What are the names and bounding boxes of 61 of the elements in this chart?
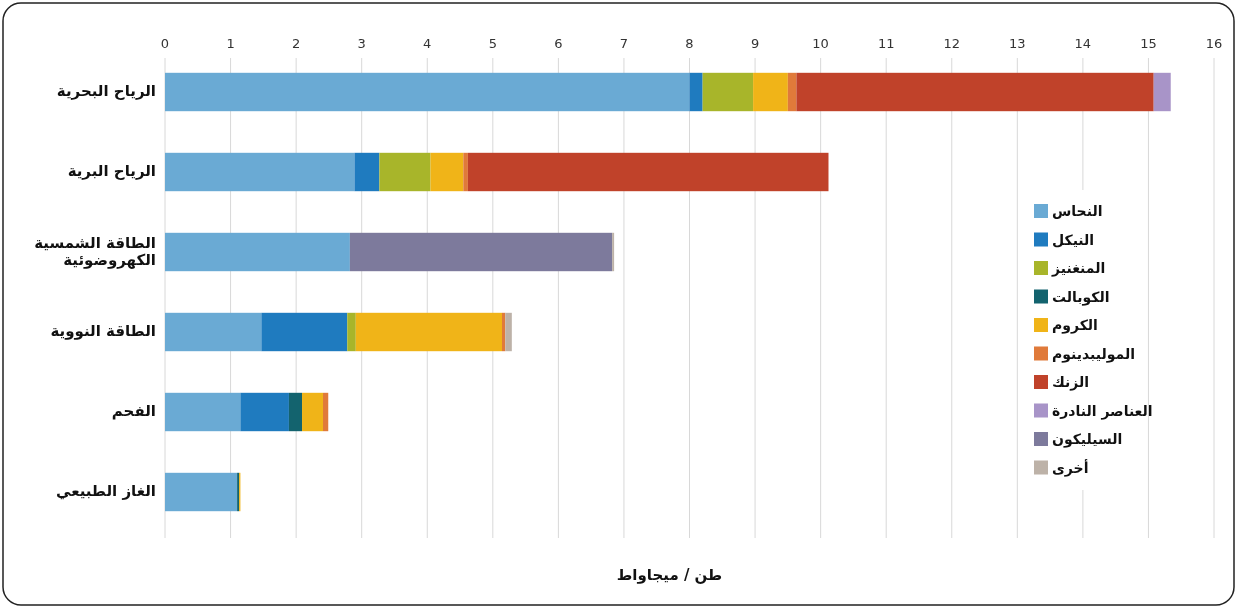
legend-label: الكوبالت: [1052, 288, 1110, 306]
bar: [347, 312, 356, 352]
x-axis-title: طن / ميجاواط: [616, 566, 723, 584]
legend-label: الزنك: [1052, 374, 1090, 391]
bar: [261, 312, 348, 352]
bar: [702, 72, 754, 112]
bar: [165, 472, 238, 512]
bar: [240, 392, 289, 432]
bar: [463, 152, 468, 192]
bar: [165, 312, 262, 352]
y-tick-label: الغاز الطبيعي: [55, 481, 157, 503]
x-tick-label: 12: [943, 36, 961, 51]
bar: [505, 312, 512, 352]
x-tick-label: 9: [750, 36, 760, 51]
legend-label: الموليبدينوم: [1052, 345, 1136, 363]
bar: [467, 152, 829, 192]
x-tick-label: 16: [1205, 36, 1223, 51]
x-tick-label: 2: [291, 36, 301, 51]
bar: [288, 392, 303, 432]
bar: [787, 72, 797, 112]
legend-label: النحاس: [1052, 203, 1103, 219]
y-tick-label: الرياح البحرية: [55, 81, 157, 103]
x-tick-label: 3: [357, 36, 366, 51]
x-tick-label: 5: [488, 36, 497, 51]
bar: [349, 232, 613, 272]
x-tick-label: 0: [160, 36, 170, 51]
legend-label: النيكل: [1052, 231, 1095, 248]
bar: [1153, 72, 1171, 112]
x-tick-label: 15: [1140, 36, 1157, 51]
bar: [165, 392, 241, 432]
bar: [796, 72, 1154, 112]
bar: [379, 152, 431, 192]
x-tick-label: 10: [812, 36, 829, 51]
x-tick-label: 11: [877, 36, 895, 51]
y-tick-label: الرياح البرية: [66, 161, 157, 183]
x-tick-label: 4: [423, 36, 432, 51]
y-tick-label: الطاقة النووية: [49, 321, 157, 343]
y-tick-label: الطاقة الشمسية الكهروضوئية: [33, 232, 157, 271]
legend-label: أخرى: [1052, 458, 1089, 477]
legend-label: العناصر النادرة: [1052, 402, 1153, 420]
bar: [430, 152, 464, 192]
y-tick-label: الفحم: [110, 401, 157, 423]
bar: [323, 392, 329, 432]
bar: [165, 72, 690, 112]
bar: [501, 312, 506, 352]
bar: [165, 232, 350, 272]
bar: [354, 152, 380, 192]
x-tick-label: 1: [226, 36, 235, 51]
bar: [355, 312, 502, 352]
bar: [165, 152, 355, 192]
legend-label: السيليكون: [1052, 431, 1123, 448]
x-tick-label: 14: [1074, 36, 1092, 51]
x-tick-label: 7: [619, 36, 629, 51]
bar: [753, 72, 788, 112]
legend-label: المنغنيز: [1051, 260, 1106, 277]
x-tick-label: 13: [1009, 36, 1026, 51]
x-tick-label: 6: [554, 36, 563, 51]
bar: [302, 392, 324, 432]
legend-label: الكروم: [1052, 317, 1098, 334]
bar: [689, 72, 703, 112]
x-tick-label: 8: [685, 36, 694, 51]
